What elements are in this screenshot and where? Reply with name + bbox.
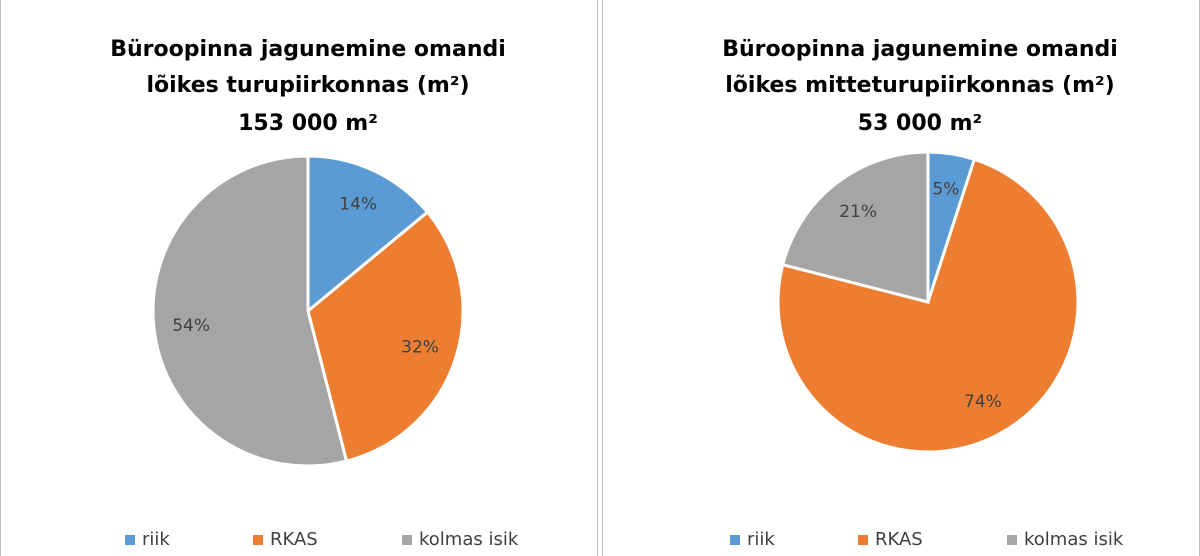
legend-label: riik [142, 529, 170, 550]
chart-subtitle: 153 000 m² [238, 111, 378, 136]
legend-marker [730, 535, 740, 545]
legend-marker [253, 535, 263, 545]
legend-marker [402, 535, 412, 545]
chart-title: Büroopinna jagunemine omandi [722, 37, 1118, 62]
data-label: 32% [401, 337, 439, 357]
legend-label: RKAS [270, 529, 318, 550]
chart-subtitle: 53 000 m² [858, 111, 982, 136]
pie-slice [306, 154, 430, 315]
pie-slice [151, 154, 349, 468]
data-label: 5% [932, 179, 959, 199]
legend-label: kolmas isik [419, 529, 519, 550]
chart-title: Büroopinna jagunemine omandi [110, 37, 506, 62]
legend-label: RKAS [875, 529, 923, 550]
legend-label: kolmas isik [1024, 529, 1124, 550]
data-label: 14% [339, 194, 377, 214]
data-label: 54% [172, 316, 210, 336]
legend-marker [1007, 535, 1017, 545]
pie-slice [776, 157, 1080, 454]
data-label: 21% [839, 202, 877, 222]
legend-label: riik [747, 529, 775, 550]
pie-slice [780, 150, 930, 304]
data-label: 74% [964, 392, 1002, 412]
chart-title: lõikes turupiirkonnas (m²) [146, 73, 469, 98]
chart-title: lõikes mitteturupiirkonnas (m²) [725, 73, 1114, 98]
legend-marker [858, 535, 868, 545]
pie-slice [306, 210, 465, 463]
legend-marker [125, 535, 135, 545]
